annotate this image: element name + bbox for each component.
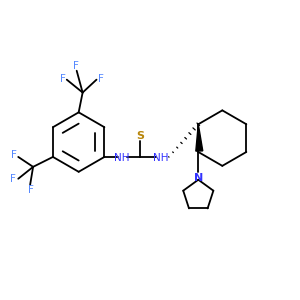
Text: F: F	[28, 184, 34, 195]
Text: N: N	[194, 173, 203, 183]
Text: F: F	[11, 174, 16, 184]
Text: S: S	[136, 131, 144, 141]
Polygon shape	[196, 124, 203, 151]
Text: F: F	[73, 61, 79, 71]
Text: F: F	[98, 74, 103, 84]
Text: NH: NH	[153, 153, 169, 163]
Text: F: F	[11, 150, 17, 160]
Text: NH: NH	[115, 153, 130, 163]
Text: F: F	[60, 74, 66, 84]
